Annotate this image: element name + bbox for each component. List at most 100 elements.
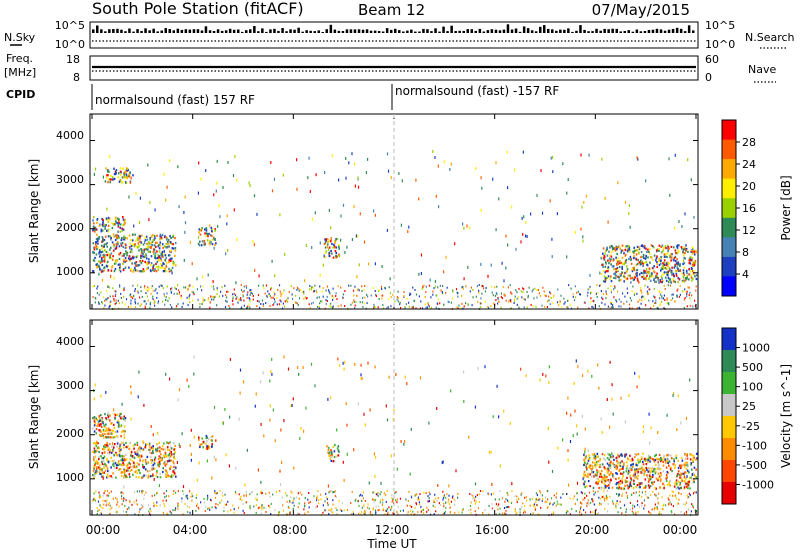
sky-count-bar xyxy=(100,29,103,33)
echo-cell xyxy=(626,494,628,497)
echo-cell xyxy=(615,477,617,481)
echo-cell xyxy=(473,497,475,499)
echo-cell xyxy=(679,269,681,272)
echo-cell xyxy=(386,490,388,492)
echo-cell xyxy=(131,239,134,242)
echo-cell xyxy=(566,493,568,495)
echo-cell xyxy=(674,494,677,497)
echo-cell xyxy=(207,507,209,510)
echo-cell xyxy=(316,499,318,502)
echo-cell xyxy=(104,235,107,238)
echo-cell xyxy=(132,473,134,476)
echo-cell xyxy=(611,247,614,251)
echo-cell xyxy=(559,503,561,506)
echo-cell xyxy=(126,168,129,171)
echo-cell xyxy=(152,447,154,450)
echo-cell xyxy=(425,285,427,288)
echo-cell xyxy=(560,294,562,297)
echo-cell xyxy=(454,503,456,506)
echo-cell xyxy=(628,204,630,208)
echo-cell xyxy=(576,481,579,485)
echo-cell xyxy=(357,176,359,180)
echo-cell xyxy=(95,238,98,241)
echo-cell xyxy=(690,468,693,471)
echo-cell xyxy=(102,476,104,480)
echo-cell xyxy=(655,259,657,262)
sky-count-bar xyxy=(265,31,268,33)
echo-cell xyxy=(632,257,635,260)
echo-cell xyxy=(607,270,609,273)
echo-cell xyxy=(603,482,606,485)
echo-cell xyxy=(495,292,497,294)
echo-cell xyxy=(629,467,631,470)
echo-cell xyxy=(642,264,644,267)
echo-cell xyxy=(443,505,445,508)
echo-cell xyxy=(253,505,255,508)
echo-cell xyxy=(93,259,96,262)
echo-cell xyxy=(336,298,338,301)
echo-cell xyxy=(116,445,119,448)
echo-cell xyxy=(601,453,604,456)
echo-cell xyxy=(145,262,148,265)
echo-cell xyxy=(690,453,693,456)
echo-cell xyxy=(148,245,150,248)
echo-cell xyxy=(665,460,667,464)
sky-count-bar xyxy=(647,30,651,33)
power-panel: Slant Range [km] 4000 3000 2000 1000 xyxy=(27,113,699,311)
echo-cell xyxy=(585,485,588,488)
echo-cell xyxy=(144,248,146,251)
sky-count-bar xyxy=(466,29,469,33)
echo-cell xyxy=(107,178,110,181)
echo-cell xyxy=(428,497,430,500)
echo-cell xyxy=(129,247,131,250)
echo-cell xyxy=(211,435,214,438)
echo-cell xyxy=(147,262,150,265)
echo-cell xyxy=(307,176,309,180)
echo-cell xyxy=(249,289,251,292)
echo-cell xyxy=(648,478,650,481)
echo-cell xyxy=(107,235,110,238)
echo-cell xyxy=(130,385,132,389)
echo-cell xyxy=(156,250,158,253)
echo-cell xyxy=(328,246,331,249)
echo-cell xyxy=(611,397,613,401)
echo-cell xyxy=(193,372,195,376)
sky-count-bar xyxy=(176,28,180,33)
echo-cell xyxy=(233,508,235,511)
echo-cell xyxy=(141,504,143,506)
echo-cell xyxy=(330,450,333,453)
echo-cell xyxy=(111,176,114,179)
echo-cell xyxy=(163,492,165,495)
echo-cell xyxy=(653,304,655,307)
echo-cell xyxy=(286,513,289,516)
echo-cell xyxy=(626,287,628,290)
echo-cell xyxy=(541,494,543,497)
echo-cell xyxy=(584,301,586,304)
echo-cell xyxy=(602,247,605,250)
echo-cell xyxy=(106,494,108,497)
echo-cell xyxy=(124,417,127,420)
echo-cell xyxy=(107,448,110,451)
echo-cell xyxy=(331,252,333,255)
echo-cell xyxy=(421,287,423,290)
echo-cell xyxy=(243,299,245,302)
echo-cell xyxy=(671,457,673,460)
echo-cell xyxy=(113,299,115,302)
echo-cell xyxy=(232,297,234,300)
echo-cell xyxy=(368,507,370,510)
echo-cell xyxy=(636,156,638,160)
echo-cell xyxy=(115,247,118,250)
echo-cell xyxy=(113,262,116,265)
echo-cell xyxy=(346,509,348,511)
echo-cell xyxy=(121,301,123,304)
echo-cell xyxy=(94,472,96,475)
echo-cell xyxy=(367,157,369,161)
echo-cell xyxy=(313,289,316,292)
echo-cell xyxy=(687,480,689,484)
echo-cell xyxy=(677,502,679,505)
echo-cell xyxy=(603,490,605,493)
echo-cell xyxy=(602,280,605,283)
echo-cell xyxy=(637,157,639,161)
echo-cell xyxy=(390,507,392,510)
echo-cell xyxy=(437,497,439,500)
